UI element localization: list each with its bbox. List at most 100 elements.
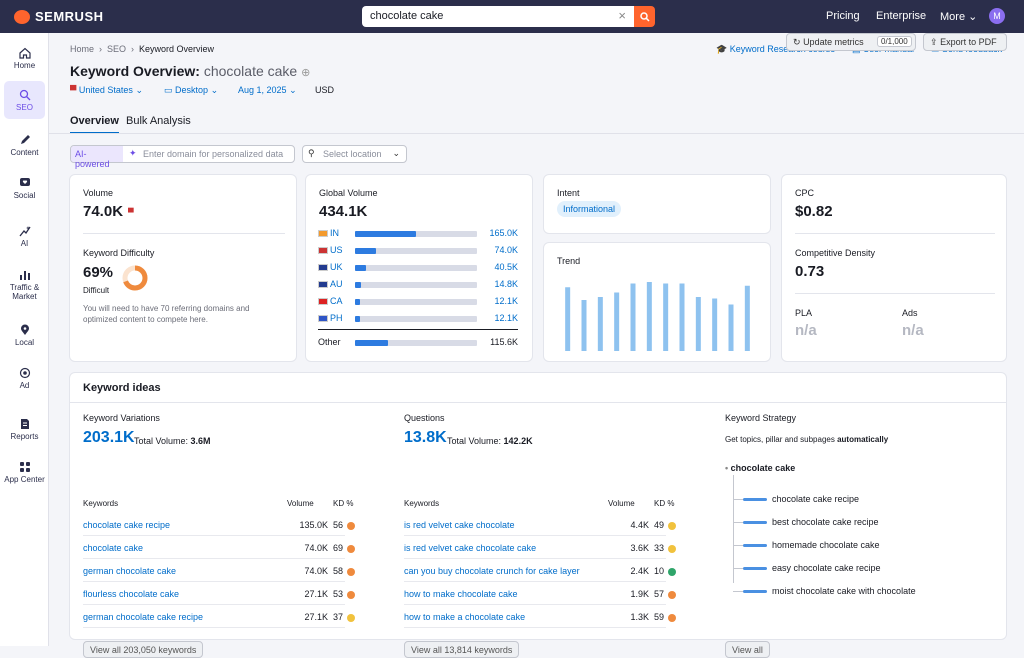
intent-card: Intent Informational: [543, 174, 771, 234]
kd-value: 49: [653, 520, 664, 530]
volume-value: 74.0K: [304, 543, 328, 553]
sidebar-item-reports[interactable]: Reports: [4, 414, 45, 446]
volume-value: 74.0K: [83, 203, 124, 220]
volume-value: 135.0K: [299, 520, 328, 530]
country-bar-fill: [355, 265, 366, 271]
trend-bar: [695, 297, 701, 351]
search-input[interactable]: chocolate cake ×: [362, 6, 634, 27]
add-circle-icon[interactable]: ⊕: [301, 67, 311, 79]
kd-dot-icon: [668, 568, 676, 576]
table-row: is red velvet cake chocolate cake 3.6K 33: [404, 536, 676, 559]
location-select[interactable]: ⚲ Select location ⌄: [302, 145, 407, 163]
sidebar-item-seo[interactable]: SEO: [4, 81, 45, 119]
more-menu[interactable]: More ⌄: [940, 11, 978, 23]
pla-value: n/a: [795, 322, 817, 339]
pricing-link[interactable]: Pricing: [826, 10, 860, 22]
strategy-item[interactable]: easy chocolate cake recipe: [733, 563, 881, 573]
top-bar: SEMRUSH chocolate cake × Pricing Enterpri…: [0, 0, 1024, 33]
keyword-link[interactable]: is red velvet cake chocolate: [404, 520, 515, 530]
strategy-bar: [743, 521, 767, 525]
country-bar-fill: [355, 248, 376, 254]
sidebar-item-content[interactable]: Content: [4, 130, 45, 162]
sidebar-item-ad[interactable]: Ad: [4, 363, 45, 395]
logo-icon: [14, 9, 30, 24]
strategy-item[interactable]: best chocolate cake recipe: [733, 517, 879, 527]
ai-domain-input[interactable]: AI-powered ✦ Enter domain for personaliz…: [70, 145, 295, 169]
keyword-link[interactable]: german chocolate cake: [83, 566, 177, 576]
keyword-link[interactable]: chocolate cake recipe: [83, 520, 171, 530]
kd-dot-icon: [668, 522, 676, 530]
country-bar-fill: [355, 282, 362, 288]
enterprise-link[interactable]: Enterprise: [876, 10, 927, 22]
clear-icon[interactable]: ×: [618, 8, 626, 23]
global-volume-label: Global Volume: [319, 188, 378, 198]
global-volume-card: Global Volume 434.1K IN 165.0K US 74.0K UK 40…: [305, 174, 533, 362]
volume-value: 2.4K: [630, 566, 649, 576]
questions-count[interactable]: 13.8K: [404, 429, 447, 446]
flag-icon: [318, 298, 328, 305]
sidebar-item-ai[interactable]: AI: [4, 221, 45, 253]
divider: [49, 133, 1024, 134]
keyword-link[interactable]: can you buy chocolate crunch for cake la…: [404, 566, 580, 576]
global-volume-other: Other 115.6K: [318, 337, 518, 347]
target-icon: [19, 367, 30, 379]
chevron-down-icon: ⌄: [135, 85, 143, 95]
sidebar-item-home[interactable]: Home: [4, 43, 45, 75]
sidebar-item-app-center[interactable]: App Center: [4, 457, 45, 499]
strategy-item[interactable]: chocolate cake recipe: [733, 494, 859, 504]
keyword-course-link[interactable]: 🎓 Keyword Research course: [716, 44, 836, 54]
variations-count[interactable]: 203.1K: [83, 429, 135, 446]
view-all-variations-button[interactable]: View all 203,050 keywords: [83, 641, 204, 658]
breadcrumb-home[interactable]: Home: [70, 44, 95, 54]
strategy-item[interactable]: homemade chocolate cake: [733, 540, 880, 550]
keyword-link[interactable]: flourless chocolate cake: [83, 589, 180, 599]
refresh-icon: ↻: [793, 37, 801, 47]
view-all-questions-button[interactable]: View all 13,814 keywords: [404, 641, 520, 658]
view-all-strategy-button[interactable]: View all: [725, 641, 770, 658]
keyword-link[interactable]: how to make a chocolate cake: [404, 612, 526, 622]
tab-bulk-analysis[interactable]: Bulk Analysis: [126, 115, 191, 127]
keyword-link[interactable]: german chocolate cake recipe: [83, 612, 204, 622]
sidebar-item-traffic[interactable]: Traffic & Market: [4, 265, 45, 307]
strategy-item[interactable]: moist chocolate cake with chocolate: [733, 586, 916, 596]
table-row: can you buy chocolate crunch for cake la…: [404, 559, 676, 582]
grid-icon: [19, 462, 30, 472]
volume-value: 1.3K: [630, 612, 649, 622]
ai-powered-badge: AI-powered: [71, 146, 123, 169]
table-row: german chocolate cake recipe 27.1K 37: [83, 605, 355, 628]
kd-dot-icon: [347, 568, 355, 576]
export-pdf-button[interactable]: ⇪ Export to PDF: [923, 33, 1007, 51]
trend-bar: [565, 287, 571, 351]
chevron-down-icon: ⌄: [968, 11, 978, 23]
avatar[interactable]: M: [989, 8, 1005, 24]
sidebar-item-social[interactable]: Social: [4, 173, 45, 205]
trend-bar: [630, 283, 636, 351]
semrush-logo[interactable]: SEMRUSH: [14, 9, 104, 24]
keyword-link[interactable]: how to make chocolate cake: [404, 589, 518, 599]
breadcrumb-seo[interactable]: SEO: [107, 44, 127, 54]
update-metrics-button[interactable]: ↻ Update metrics 0/1,000: [786, 33, 916, 51]
chevron-down-icon: ⌄: [392, 148, 400, 158]
divider: [795, 293, 995, 294]
date-select[interactable]: Aug 1, 2025 ⌄: [238, 85, 297, 95]
sidebar-item-local[interactable]: Local: [4, 320, 45, 352]
strategy-root: • chocolate cake: [725, 463, 796, 473]
pin-icon: [20, 324, 29, 335]
trend-bar: [712, 298, 718, 351]
pin-icon: ⚲: [308, 148, 315, 158]
trend-bar: [614, 292, 620, 351]
kd-dot-icon: [347, 591, 355, 599]
device-select[interactable]: ▭ Desktop ⌄: [164, 85, 219, 95]
country-select[interactable]: ▀ United States ⌄: [70, 85, 143, 95]
cpc-card: CPC $0.82 Competitive Density 0.73 PLA n…: [781, 174, 1007, 362]
flag-icon: [318, 315, 328, 322]
tab-overview[interactable]: Overview: [70, 115, 119, 134]
tree-line: [733, 475, 734, 583]
keyword-link[interactable]: chocolate cake: [83, 543, 144, 553]
keyword-link[interactable]: is red velvet cake chocolate cake: [404, 543, 537, 553]
volume-value: 27.1K: [304, 589, 328, 599]
kd-level: Difficult: [83, 286, 110, 295]
document-icon: [20, 419, 29, 429]
search-button[interactable]: [634, 6, 655, 27]
kd-value: 69: [332, 543, 343, 553]
